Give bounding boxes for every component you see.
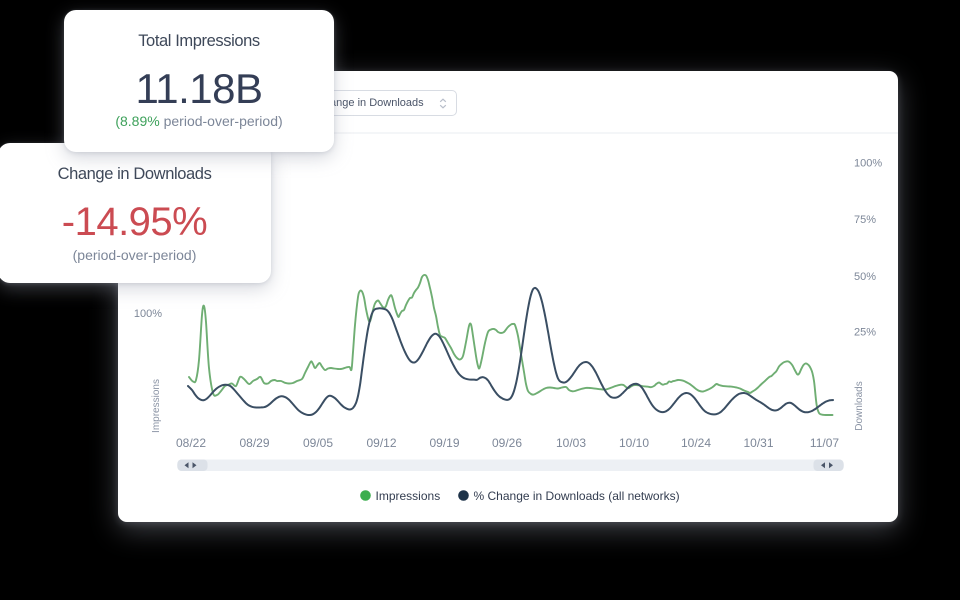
svg-text:09/19: 09/19 [429,436,459,450]
svg-text:09/05: 09/05 [303,436,333,450]
svg-text:10/10: 10/10 [619,436,649,450]
svg-text:100%: 100% [134,308,162,320]
svg-text:09/26: 09/26 [492,436,522,450]
svg-text:% Change in Downloads (all net: % Change in Downloads (all networks) [474,489,680,503]
svg-text:10/03: 10/03 [556,436,586,450]
svg-text:Downloads: Downloads [854,381,865,430]
svg-text:25%: 25% [854,327,876,339]
svg-text:08/29: 08/29 [239,436,269,450]
svg-text:Impressions: Impressions [376,489,441,503]
svg-text:75%: 75% [854,214,876,226]
svg-text:50%: 50% [854,271,876,283]
svg-text:Impressions: Impressions [151,379,162,433]
svg-text:09/12: 09/12 [366,436,396,450]
svg-text:10/31: 10/31 [743,436,773,450]
svg-text:11/07: 11/07 [810,436,839,450]
svg-text:10/24: 10/24 [681,436,711,450]
svg-text:08/22: 08/22 [176,436,206,450]
svg-text:100%: 100% [854,158,882,170]
